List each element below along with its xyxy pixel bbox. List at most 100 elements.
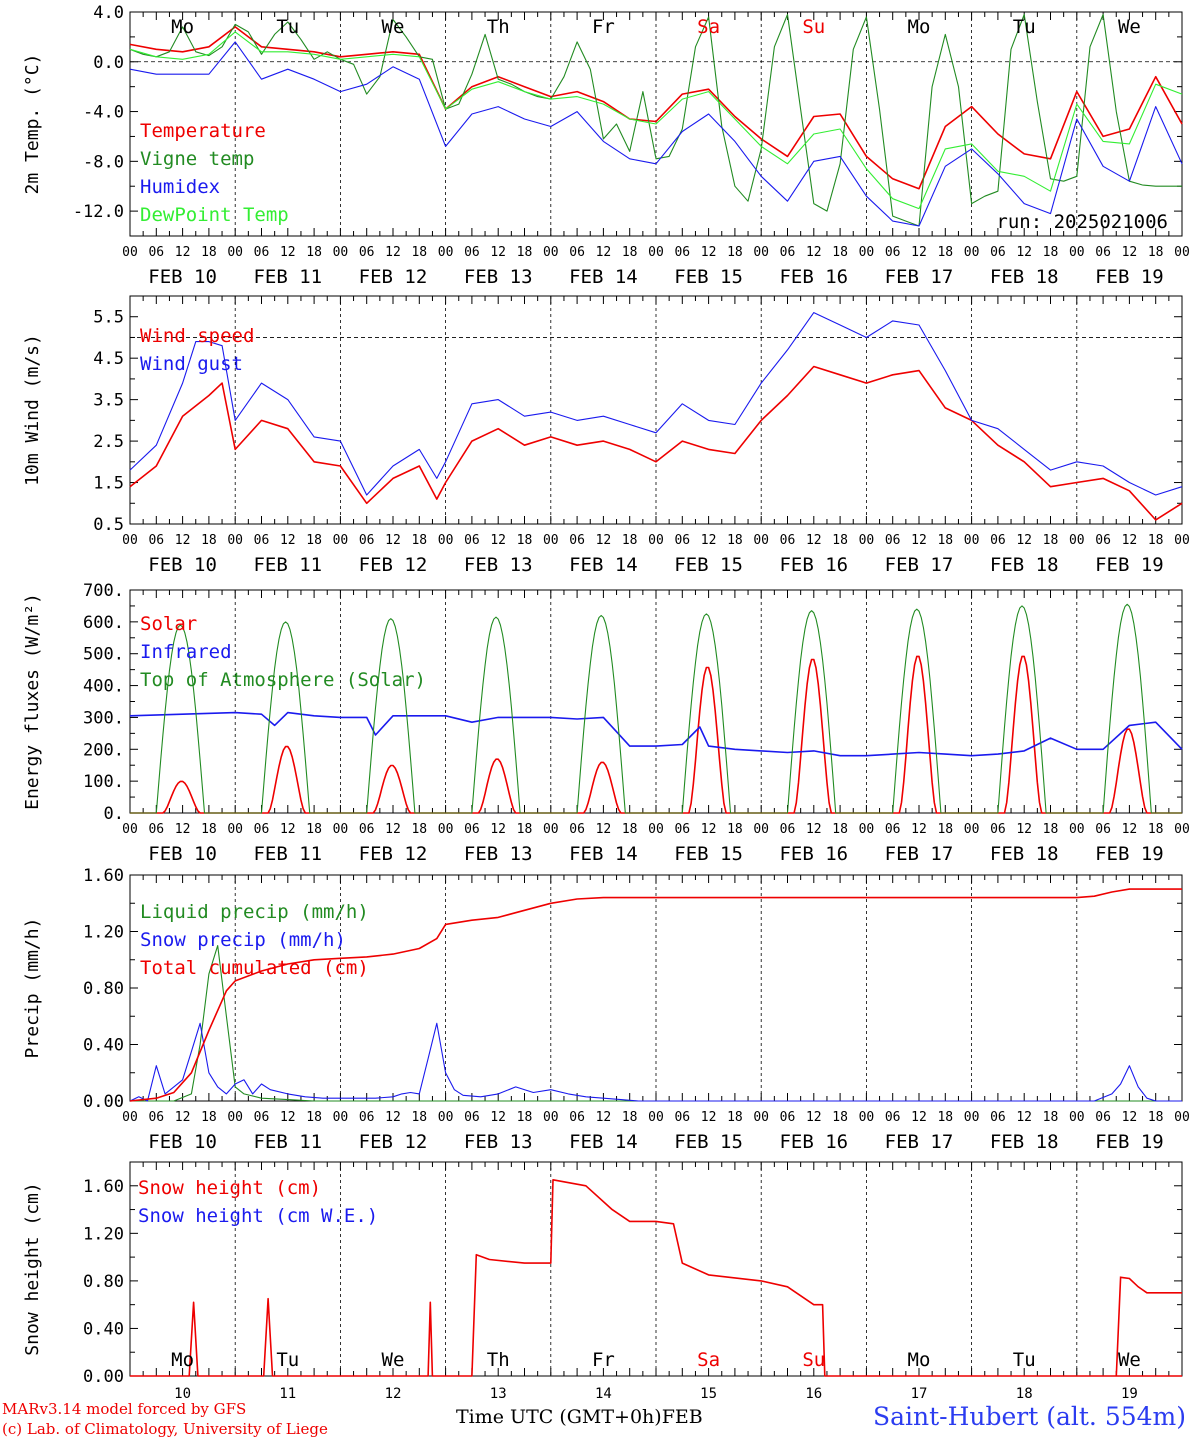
panel-precip: 1.60 1.20 0.80 0.40 0.00 Precip (mm/h) 00 06 12 1… (22, 866, 1190, 1153)
y-tick-label: -8.0 (83, 152, 124, 172)
y-axis-title: Snow height (cm) (22, 1182, 43, 1355)
hour-tick-label: 18 (937, 533, 953, 548)
weekday-label: We (1118, 16, 1141, 38)
hour-tick-label: 12 (806, 822, 822, 837)
hour-tick-label: 18 (832, 533, 848, 548)
hour-tick-label: 18 (727, 822, 743, 837)
hour-tick-label: 00 (122, 822, 138, 837)
weekday-label: Mo (908, 1349, 931, 1371)
hour-tick-label: 12 (280, 533, 296, 548)
hour-tick-label: 12 (911, 822, 927, 837)
day-number-label: 16 (805, 1386, 822, 1402)
hour-tick-label: 12 (385, 822, 401, 837)
day-date-label: FEB 11 (253, 266, 322, 288)
day-date-label: FEB 17 (885, 1131, 954, 1153)
hour-tick-label: 06 (254, 245, 270, 260)
hour-tick-label: 18 (517, 1110, 533, 1125)
day-date-label: FEB 13 (464, 266, 533, 288)
day-date-label: FEB 18 (990, 843, 1059, 865)
day-date-label: FEB 19 (1095, 554, 1164, 576)
day-date-label: FEB 16 (779, 1131, 848, 1153)
weekday-label: Th (487, 1349, 510, 1371)
day-date-label: FEB 12 (359, 266, 428, 288)
day-date-label: FEB 16 (779, 266, 848, 288)
day-date-label: FEB 18 (990, 554, 1059, 576)
series-line-wind-speed (129, 365, 1183, 521)
day-date-label: FEB 14 (569, 266, 638, 288)
hour-tick-label: 06 (254, 533, 270, 548)
hour-tick-label: 06 (885, 822, 901, 837)
hour-tick-label: 06 (885, 533, 901, 548)
hour-tick-label: 06 (674, 245, 690, 260)
series-line-snow-precip-mm-h (129, 1022, 1182, 1102)
day-number-label: 19 (1121, 1386, 1138, 1402)
hour-tick-label: 12 (806, 533, 822, 548)
weekday-label: Th (487, 16, 510, 38)
hour-tick-label: 18 (937, 822, 953, 837)
hour-tick-label: 18 (622, 533, 638, 548)
weekday-label: Fr (592, 16, 615, 38)
hour-tick-label: 06 (1095, 822, 1111, 837)
weekday-label: Sa (697, 1349, 720, 1371)
hour-tick-label: 00 (753, 1110, 769, 1125)
hour-tick-label: 06 (674, 822, 690, 837)
hour-tick-label: 00 (1069, 1110, 1085, 1125)
hour-tick-label: 00 (227, 245, 243, 260)
legend-entry: Vigne temp (140, 148, 254, 170)
hour-tick-label: 06 (359, 822, 375, 837)
y-tick-label: 2.5 (93, 432, 124, 452)
hour-tick-label: 00 (648, 533, 664, 548)
hour-tick-label: 18 (832, 822, 848, 837)
y-tick-label: 0.00 (83, 1367, 124, 1387)
series-line-snow-height-late (1115, 1276, 1182, 1377)
weekday-label: Fr (592, 1349, 615, 1371)
hour-tick-label: 06 (569, 822, 585, 837)
day-number-label: 10 (174, 1386, 191, 1402)
legend-entry: Snow precip (mm/h) (140, 929, 346, 951)
y-tick-label: 100. (83, 772, 124, 792)
hour-tick-label: 06 (885, 245, 901, 260)
y-tick-label: 200. (83, 740, 124, 760)
day-date-label: FEB 17 (885, 843, 954, 865)
hour-tick-label: 06 (569, 1110, 585, 1125)
hour-tick-label: 06 (464, 822, 480, 837)
day-number-label: 14 (595, 1386, 612, 1402)
hour-tick-label: 06 (569, 245, 585, 260)
y-tick-label: 0.80 (83, 1272, 124, 1292)
run-label: run: 2025021006 (996, 211, 1168, 233)
day-date-label: FEB 17 (885, 266, 954, 288)
hour-tick-label: 18 (306, 822, 322, 837)
hour-tick-label: 12 (385, 245, 401, 260)
hour-tick-label: 18 (201, 533, 217, 548)
hour-tick-label: 06 (674, 1110, 690, 1125)
hour-tick-label: 18 (411, 822, 427, 837)
hour-tick-label: 00 (122, 245, 138, 260)
hour-tick-label: 00 (1174, 245, 1190, 260)
panel-temp: 4.0 0.0 -4.0 -8.0 -12.0 2m Temp. (°C) 00 06 12 18… (22, 3, 1190, 288)
legend-entry: Snow height (cm W.E.) (138, 1205, 378, 1227)
hour-tick-label: 12 (701, 822, 717, 837)
hour-tick-label: 06 (990, 1110, 1006, 1125)
hour-tick-label: 06 (990, 533, 1006, 548)
lab-credit: (c) Lab. of Climatology, University of L… (2, 1420, 328, 1438)
hour-tick-label: 00 (333, 1110, 349, 1125)
day-date-label: FEB 13 (464, 1131, 533, 1153)
hour-tick-label: 06 (148, 245, 164, 260)
y-tick-label: 0.0 (93, 53, 124, 73)
hour-tick-label: 00 (1174, 822, 1190, 837)
hour-tick-label: 12 (385, 533, 401, 548)
hour-tick-label: 00 (859, 1110, 875, 1125)
day-date-label: FEB 10 (148, 1131, 217, 1153)
hour-tick-label: 00 (122, 533, 138, 548)
hour-tick-label: 06 (254, 1110, 270, 1125)
hour-tick-label: 18 (832, 1110, 848, 1125)
hour-tick-label: 18 (937, 1110, 953, 1125)
hour-tick-label: 06 (780, 822, 796, 837)
day-date-label: FEB 19 (1095, 266, 1164, 288)
y-tick-label: 4.0 (93, 3, 124, 23)
hour-tick-label: 18 (201, 822, 217, 837)
day-number-label: 17 (911, 1386, 928, 1402)
hour-tick-label: 12 (385, 1110, 401, 1125)
hour-tick-label: 12 (1122, 1110, 1138, 1125)
hour-tick-label: 00 (859, 822, 875, 837)
